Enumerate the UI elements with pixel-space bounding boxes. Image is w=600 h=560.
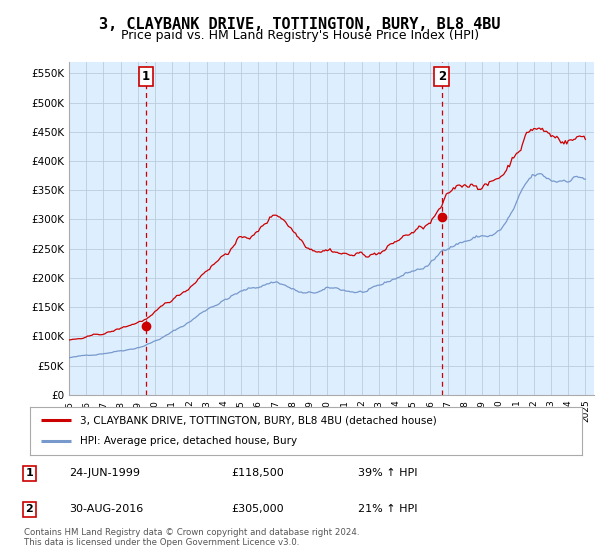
Text: £118,500: £118,500: [231, 468, 284, 478]
Text: HPI: Average price, detached house, Bury: HPI: Average price, detached house, Bury: [80, 436, 297, 446]
Text: 24-JUN-1999: 24-JUN-1999: [70, 468, 140, 478]
Text: Contains HM Land Registry data © Crown copyright and database right 2024.
This d: Contains HM Land Registry data © Crown c…: [24, 528, 359, 547]
Text: 30-AUG-2016: 30-AUG-2016: [70, 505, 144, 515]
Text: 2: 2: [438, 70, 446, 83]
Text: £305,000: £305,000: [231, 505, 284, 515]
Text: 1: 1: [142, 70, 150, 83]
Text: 21% ↑ HPI: 21% ↑ HPI: [358, 505, 417, 515]
Text: Price paid vs. HM Land Registry's House Price Index (HPI): Price paid vs. HM Land Registry's House …: [121, 29, 479, 42]
Text: 39% ↑ HPI: 39% ↑ HPI: [358, 468, 417, 478]
Text: 3, CLAYBANK DRIVE, TOTTINGTON, BURY, BL8 4BU: 3, CLAYBANK DRIVE, TOTTINGTON, BURY, BL8…: [99, 17, 501, 32]
Text: 3, CLAYBANK DRIVE, TOTTINGTON, BURY, BL8 4BU (detached house): 3, CLAYBANK DRIVE, TOTTINGTON, BURY, BL8…: [80, 416, 436, 426]
Text: 1: 1: [25, 468, 33, 478]
Text: 2: 2: [25, 505, 33, 515]
